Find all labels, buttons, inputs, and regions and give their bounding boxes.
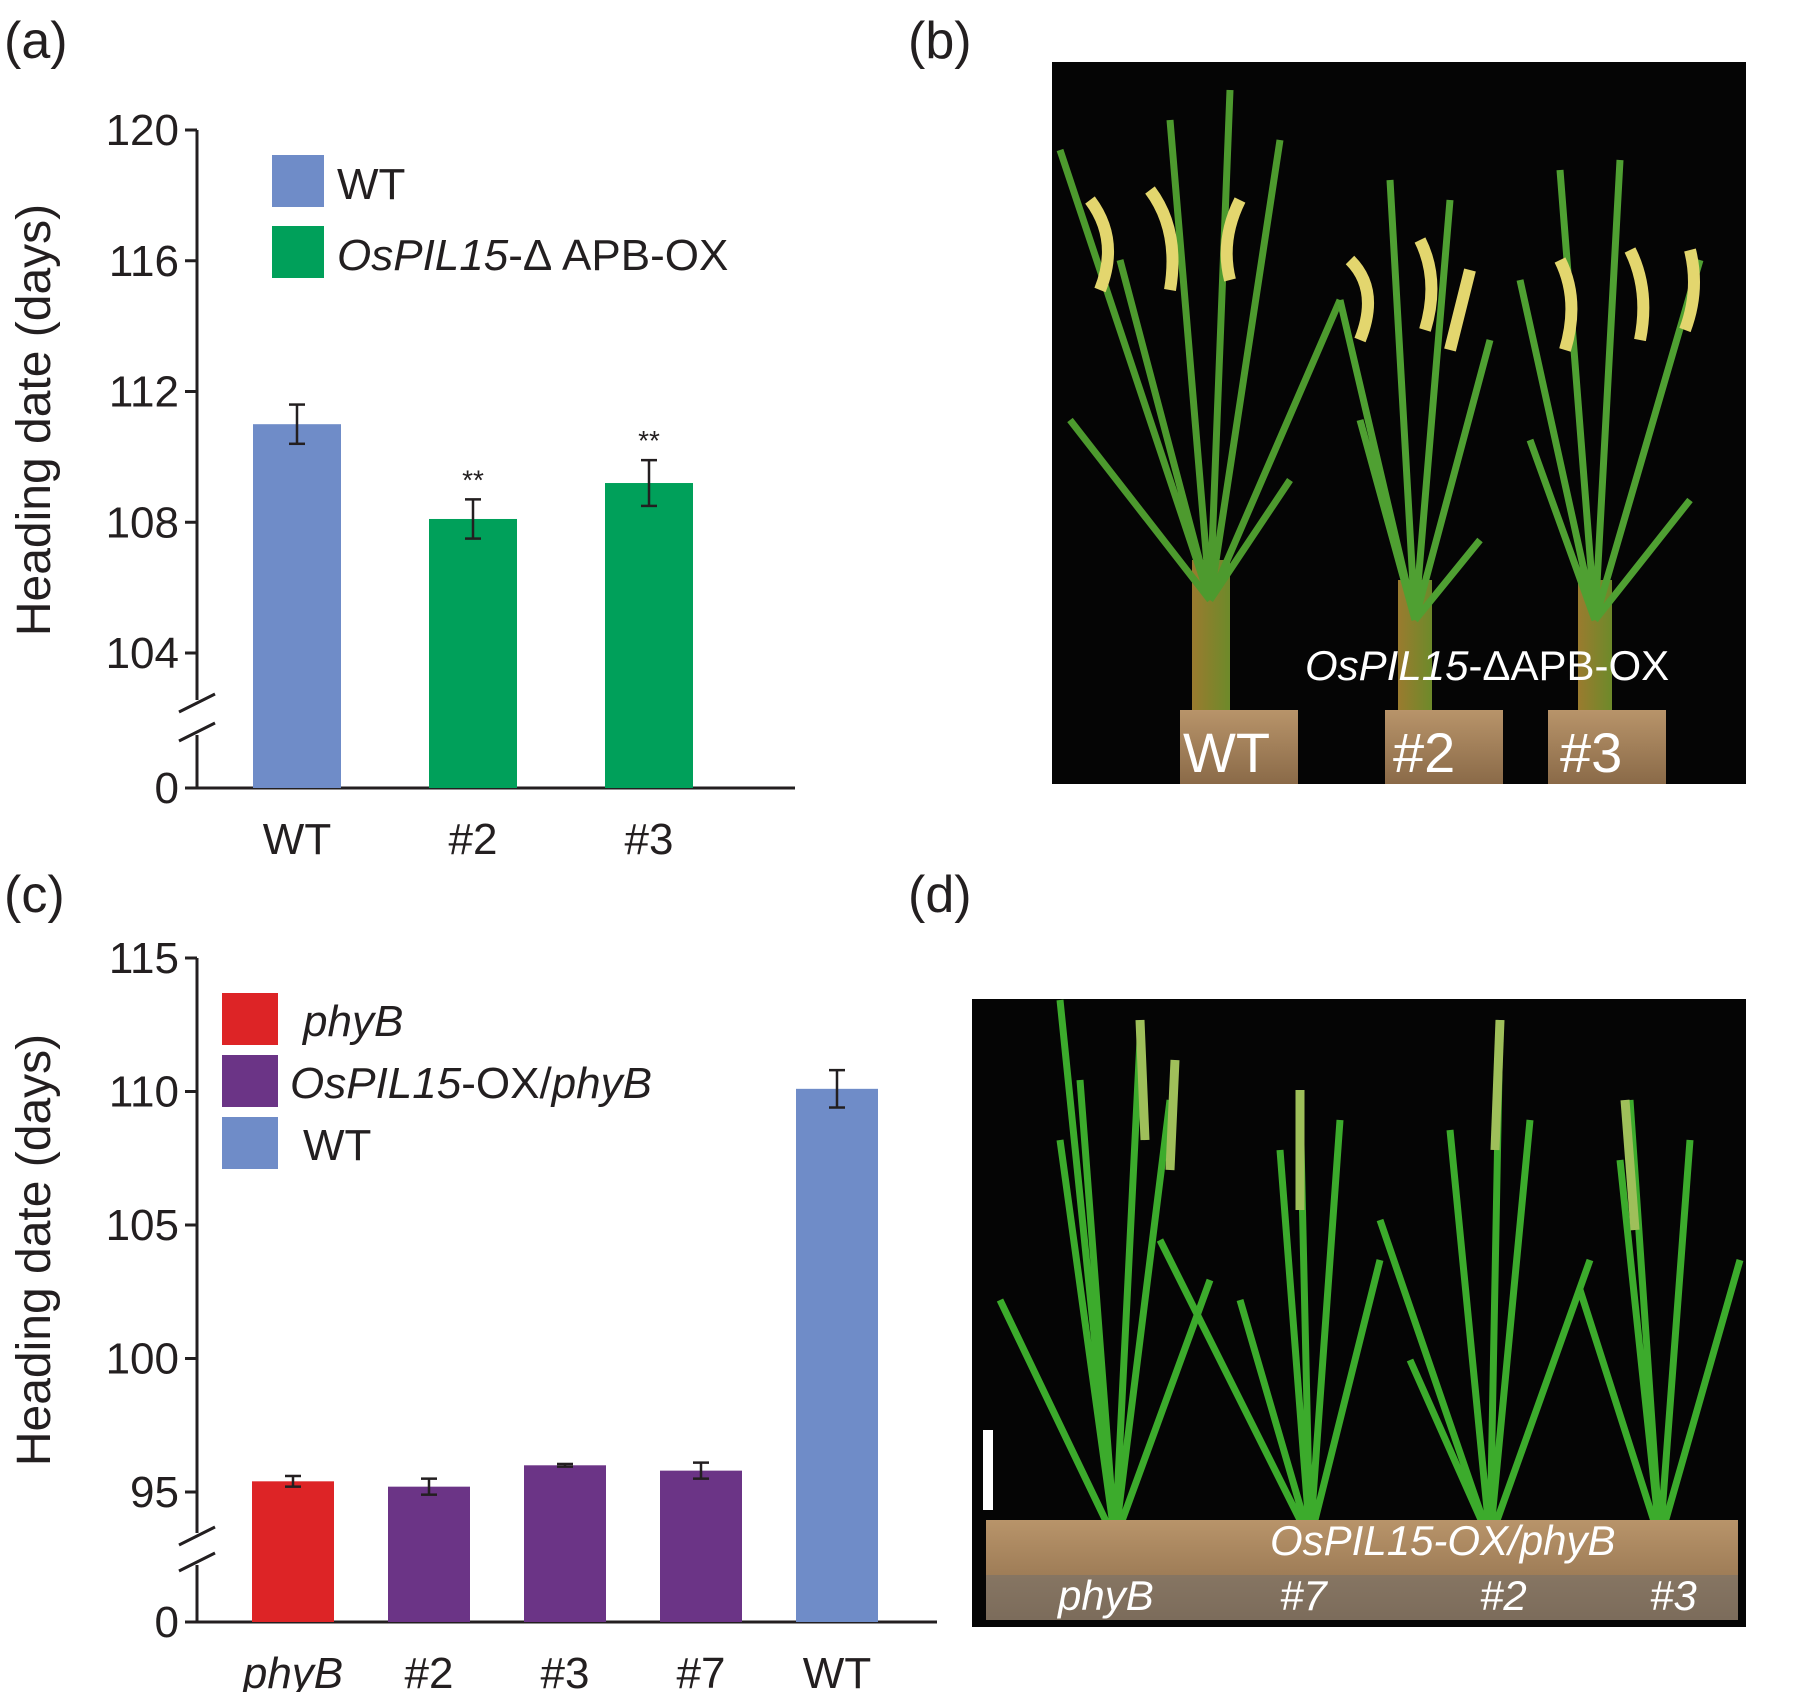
pot-2 [1385,710,1503,784]
legend-swatch-wt [272,155,324,207]
chart-a-legend: WT OsPIL15-Δ APB-OX [272,155,728,280]
y-tick-label: 100 [106,1335,179,1384]
photo-b: OsPIL15-ΔAPB-OX WT #2 #3 [1052,62,1746,784]
plant-phyb [996,999,1214,1542]
y-tick-label: 105 [106,1201,179,1250]
plant-3 [1516,159,1704,720]
photo-b-pot-wt: WT [1183,721,1270,784]
y-tick-label: 0 [155,1598,179,1647]
x-tick-label: #2 [449,815,498,864]
plant-2d [1376,1019,1594,1542]
x-tick-label: #3 [541,1649,590,1692]
significance-label: ** [638,425,660,456]
photo-d-pot-2: #2 [1480,1572,1527,1619]
legend-label-ox-rest: -Δ APB-OX [508,231,728,280]
y-tick-label: 104 [106,629,179,678]
panel-label-d: (d) [908,866,972,924]
bar [660,1470,742,1622]
y-tick-label: 112 [109,368,179,417]
legend-swatch-ox [272,226,324,278]
x-tick-label: WT [263,815,331,864]
photo-d-pot-3: #3 [1650,1572,1697,1619]
bar [253,424,341,788]
y-tick-label: 115 [109,934,179,983]
axis-break-mark [178,692,216,714]
y-tick-label: 95 [130,1468,179,1517]
axis-break-mark [178,1551,216,1573]
x-tick-label: #2 [405,1649,454,1692]
photo-b-pot-2: #2 [1393,721,1455,784]
chart-c-ylabel: Heading date (days) [8,1034,61,1466]
scale-bar [983,1430,993,1510]
photo-d-pot-phyb: phyB [1056,1572,1154,1619]
legend-label-ox: OsPIL15-Δ APB-OX [337,231,728,280]
legend-label-wt: WT [337,160,405,209]
bar [524,1465,606,1622]
axis-break-mark [178,1525,216,1547]
y-tick-label: 110 [109,1068,179,1117]
panel-label-a: (a) [4,12,68,70]
photo-b-pot-3: #3 [1560,721,1622,784]
plant-3d [1576,1099,1744,1542]
x-tick-label: #3 [625,815,674,864]
chart-a-bars: ** ** [253,403,693,788]
bar [796,1088,878,1622]
pot-wt [1180,710,1298,784]
bar [252,1481,334,1622]
x-tick-label: WT [803,1649,871,1692]
y-tick-label: 108 [106,498,179,547]
plant-7 [1156,1090,1384,1542]
significance-label: ** [462,464,484,495]
panel-label-b: (b) [908,12,972,70]
legend-label-phyb: phyB [301,997,403,1046]
bar [388,1486,470,1622]
y-tick-label: 120 [106,106,179,155]
legend-label-ox-phyb: OsPIL15-OX/phyB [290,1059,652,1108]
bar [429,518,517,788]
x-tick-label: phyB [241,1649,343,1692]
chart-a-ylabel: Heading date (days) [8,204,61,636]
legend-label-ox-italic: OsPIL15 [337,231,509,280]
photo-d-construct: OsPIL15-OX/phyB [1270,1517,1616,1564]
photo-b-construct: OsPIL15-ΔAPB-OX [1305,642,1669,689]
panel-label-c: (c) [4,866,65,924]
pot-3 [1548,710,1666,784]
axis-break-mark [178,721,216,743]
chart-c-xticks: phyB #2 #3 #7 WT [241,1649,871,1692]
chart-c-bars [252,1068,878,1622]
plant-2 [1336,179,1494,720]
y-tick-label: 116 [109,237,179,286]
legend-swatch-wt [222,1117,278,1169]
photo-d: OsPIL15-OX/phyB phyB #7 #2 #3 [972,999,1746,1627]
bar [605,483,693,788]
photo-d-pot-7: #7 [1280,1572,1328,1619]
chart-c-legend: phyB OsPIL15-OX/phyB WT [222,993,652,1170]
legend-swatch-ox-phyb [222,1055,278,1107]
chart-c-axes: 0 95 100 105 110 115 [106,934,937,1647]
chart-c: Heading date (days) 0 95 100 105 110 115 phyB… [8,934,937,1692]
y-tick-label: 0 [155,764,179,813]
chart-a-xticks: WT #2 #3 [263,815,674,864]
legend-swatch-phyb [222,993,278,1045]
plant-wt [1056,89,1344,720]
x-tick-label: #7 [677,1649,726,1692]
legend-label-wt-c: WT [303,1121,371,1170]
